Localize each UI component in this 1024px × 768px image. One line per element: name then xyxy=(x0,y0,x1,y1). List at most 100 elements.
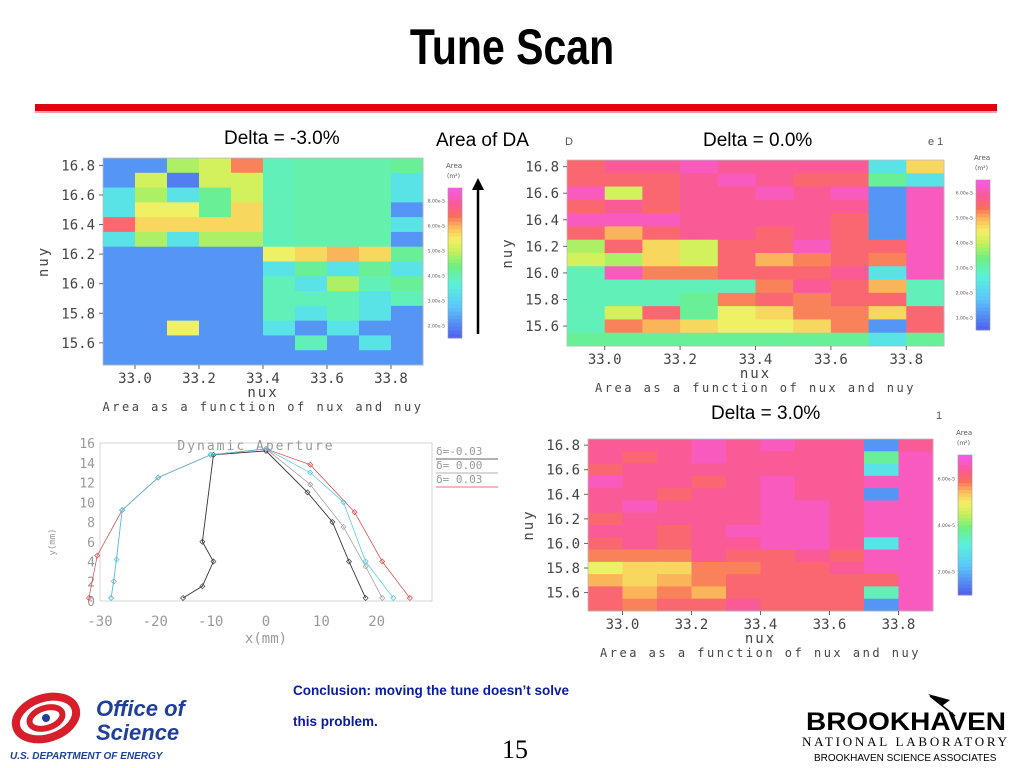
doe-office-of-science-logo: Office of Science U.S. DEPARTMENT OF ENE… xyxy=(10,692,188,762)
heatmap-cell xyxy=(391,246,424,262)
heatmap-cell xyxy=(567,173,606,188)
heatmap-cell xyxy=(391,202,424,218)
heatmap-cell xyxy=(829,475,865,489)
heatmap-cell xyxy=(199,172,232,189)
y-tick-label: 15.6 xyxy=(546,586,580,602)
colorbar-segment xyxy=(448,266,462,271)
colorbar-segment xyxy=(448,255,462,260)
doe-name-line2: Science xyxy=(96,720,179,745)
heatmap-cell xyxy=(793,226,832,241)
heatmap-cell xyxy=(167,320,200,336)
heatmap-cell xyxy=(795,439,830,452)
heatmap-cell xyxy=(359,350,392,366)
heatmap-cell xyxy=(604,239,643,254)
heatmap-cell xyxy=(717,199,756,214)
da-title: Dynamic Aperture xyxy=(177,439,334,454)
x-tick-label: 33.8 xyxy=(889,352,923,368)
heatmap-cell xyxy=(830,279,870,294)
heatmap-cell xyxy=(726,475,761,489)
heatmap-cell xyxy=(795,525,830,538)
heatmap-cell xyxy=(691,512,727,526)
heatmap-cell xyxy=(830,226,870,241)
colorbar-segment xyxy=(976,296,990,301)
heatmap-cell xyxy=(906,279,945,294)
colorbar-segment xyxy=(448,225,462,230)
heatmap-cell xyxy=(391,187,424,203)
heatmap-cell xyxy=(868,173,907,188)
heatmap-cell xyxy=(295,246,328,262)
colorbar-title: Area xyxy=(974,154,990,162)
heatmap-cell xyxy=(567,213,606,227)
colorbar-unit: (m²) xyxy=(447,173,460,180)
colorbar-segment xyxy=(448,233,462,238)
heatmap-cell xyxy=(760,488,796,501)
heatmap-cell xyxy=(868,306,907,320)
heatmap-cell xyxy=(864,463,899,477)
ghost-label-3: 1 xyxy=(936,410,943,422)
heatmap-cell xyxy=(691,598,727,612)
heatmap-cell xyxy=(167,276,200,292)
heatmap-cell xyxy=(680,173,719,188)
heatmap-cell xyxy=(327,320,360,336)
heatmap-cell xyxy=(231,172,264,189)
heatmap-cell xyxy=(327,246,360,262)
heatmap-cell xyxy=(103,276,136,292)
heatmap-caption: Area as a function of nux and nuy xyxy=(595,381,916,395)
heatmap-cell xyxy=(829,525,865,538)
heatmap-cell xyxy=(588,451,623,465)
heatmap-cell xyxy=(691,451,727,465)
colorbar-segment xyxy=(976,258,990,263)
da-series-marker xyxy=(390,595,397,602)
y-tick-label: 16.6 xyxy=(61,188,95,204)
colorbar-segment xyxy=(976,198,990,203)
heatmap-cell xyxy=(295,217,328,233)
heatmap-cell xyxy=(231,350,264,366)
heatmap-cell xyxy=(327,187,360,203)
y-tick-label: 16.4 xyxy=(525,213,559,229)
heatmap-cell xyxy=(295,291,328,307)
heatmap-cell xyxy=(359,276,392,292)
heatmap-cell xyxy=(898,512,934,526)
colorbar-segment xyxy=(958,514,972,519)
heatmap-cell xyxy=(793,253,832,267)
heatmap-cell xyxy=(755,199,794,214)
x-axis-label: nux xyxy=(247,385,278,401)
colorbar-segment xyxy=(958,507,972,512)
heatmap-caption: Area as a function of nux and nuy xyxy=(600,646,921,660)
heatmap-cell xyxy=(680,160,719,174)
heatmap-cell xyxy=(199,217,232,233)
colorbar-segment xyxy=(448,236,462,241)
da-series-marker xyxy=(85,595,92,602)
heatmap-cell xyxy=(829,451,865,465)
colorbar-segment xyxy=(976,217,990,222)
heatmap-cell xyxy=(760,561,796,575)
heatmap-cell xyxy=(135,335,168,351)
colorbar-segment xyxy=(958,570,972,575)
colorbar-tick-label: 5.00e-5 xyxy=(428,249,445,255)
colorbar-segment xyxy=(958,577,972,582)
da-series-marker xyxy=(362,563,369,570)
colorbar-segment xyxy=(976,187,990,192)
colorbar-tick-label: 4.00e-5 xyxy=(428,274,445,280)
heatmap-cell xyxy=(898,439,934,452)
da-x-tick-label: 0 xyxy=(262,614,270,630)
heatmap-cell xyxy=(642,253,681,267)
heatmap-cell xyxy=(864,537,899,551)
heatmap-cell xyxy=(898,537,934,551)
colorbar-segment xyxy=(976,191,990,196)
heatmap-cell xyxy=(199,335,232,351)
heatmap-cell xyxy=(795,598,830,612)
heatmap-cell xyxy=(135,276,168,292)
heatmap-cell xyxy=(906,173,945,188)
colorbar-segment xyxy=(958,588,972,592)
heatmap-cell xyxy=(103,187,136,203)
heatmap-cell xyxy=(691,574,727,587)
colorbar-tick-label: 1.00e-5 xyxy=(956,316,973,322)
colorbar-unit: (m²) xyxy=(957,440,970,447)
heatmap-cell xyxy=(760,586,796,600)
heatmap-cell xyxy=(295,276,328,292)
colorbar-segment xyxy=(976,322,990,327)
y-tick-label: 16.6 xyxy=(546,463,580,479)
heatmap-cell xyxy=(793,279,832,294)
heatmap-cell xyxy=(622,598,658,612)
